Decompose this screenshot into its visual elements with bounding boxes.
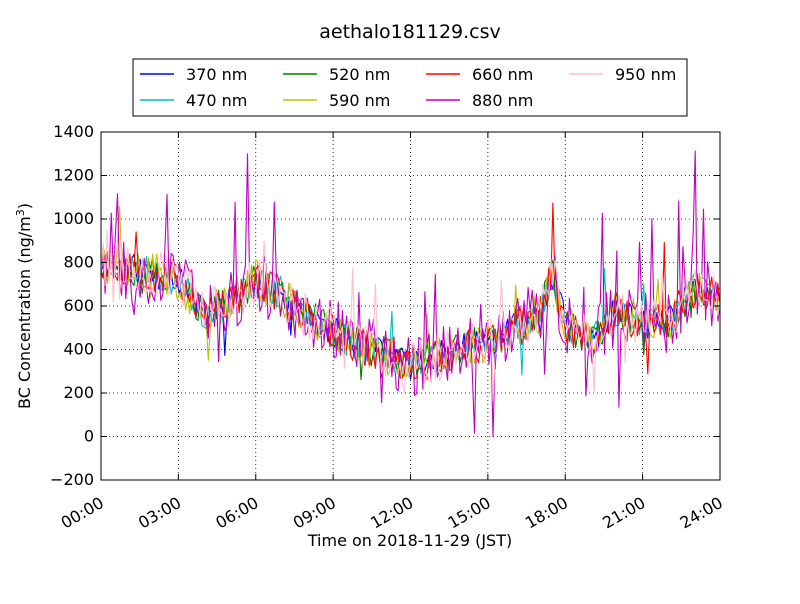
legend-label: 660 nm [472, 65, 533, 84]
legend: 370 nm 470 nm 520 nm 590 nm 660 nm 880 nm 950 … [132, 58, 688, 117]
x-tick-label: 21:00 [599, 493, 648, 533]
x-tick-label: 09:00 [290, 493, 339, 533]
y-tick-label: 0 [84, 427, 94, 446]
y-axis-title-main: BC Concentration (ng/m [15, 216, 34, 409]
x-tick-label: 00:00 [58, 493, 107, 533]
legend-label: 590 nm [329, 91, 390, 110]
y-axis-title: BC Concentration (ng/m3) [14, 203, 34, 409]
x-tick-label: 18:00 [522, 493, 571, 533]
x-tick-label: 24:00 [677, 493, 726, 533]
y-axis-title-tail: ) [15, 203, 34, 209]
x-axis-title: Time on 2018-11-29 (JST) [307, 531, 512, 550]
x-tick-label: 12:00 [367, 493, 416, 533]
y-axis-title-superscript: 3 [14, 209, 27, 216]
y-tick-label: 1200 [53, 166, 94, 185]
chart-title: aethalo181129.csv [319, 21, 501, 43]
x-tick-label: 15:00 [444, 493, 493, 533]
y-tick-label: 200 [63, 383, 94, 402]
x-tick-label: 06:00 [212, 493, 261, 533]
series-layer [100, 150, 721, 438]
legend-box [132, 58, 688, 117]
y-tick-label: 1400 [53, 122, 94, 141]
legend-label: 370 nm [186, 65, 247, 84]
legend-label: 880 nm [472, 91, 533, 110]
series-line [100, 230, 721, 402]
y-tick-label: 800 [63, 253, 94, 272]
y-tick-label: 1000 [53, 209, 94, 228]
y-tick-label: −200 [50, 470, 94, 489]
y-tick-label: 400 [63, 340, 94, 359]
legend-label: 950 nm [615, 65, 676, 84]
y-tick-label: 600 [63, 296, 94, 315]
legend-label: 520 nm [329, 65, 390, 84]
x-tick-label: 03:00 [135, 493, 184, 533]
legend-label: 470 nm [186, 91, 247, 110]
